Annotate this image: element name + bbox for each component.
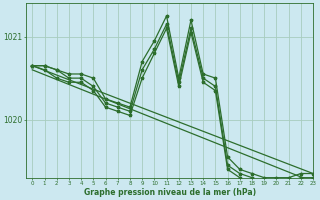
X-axis label: Graphe pression niveau de la mer (hPa): Graphe pression niveau de la mer (hPa) xyxy=(84,188,256,197)
